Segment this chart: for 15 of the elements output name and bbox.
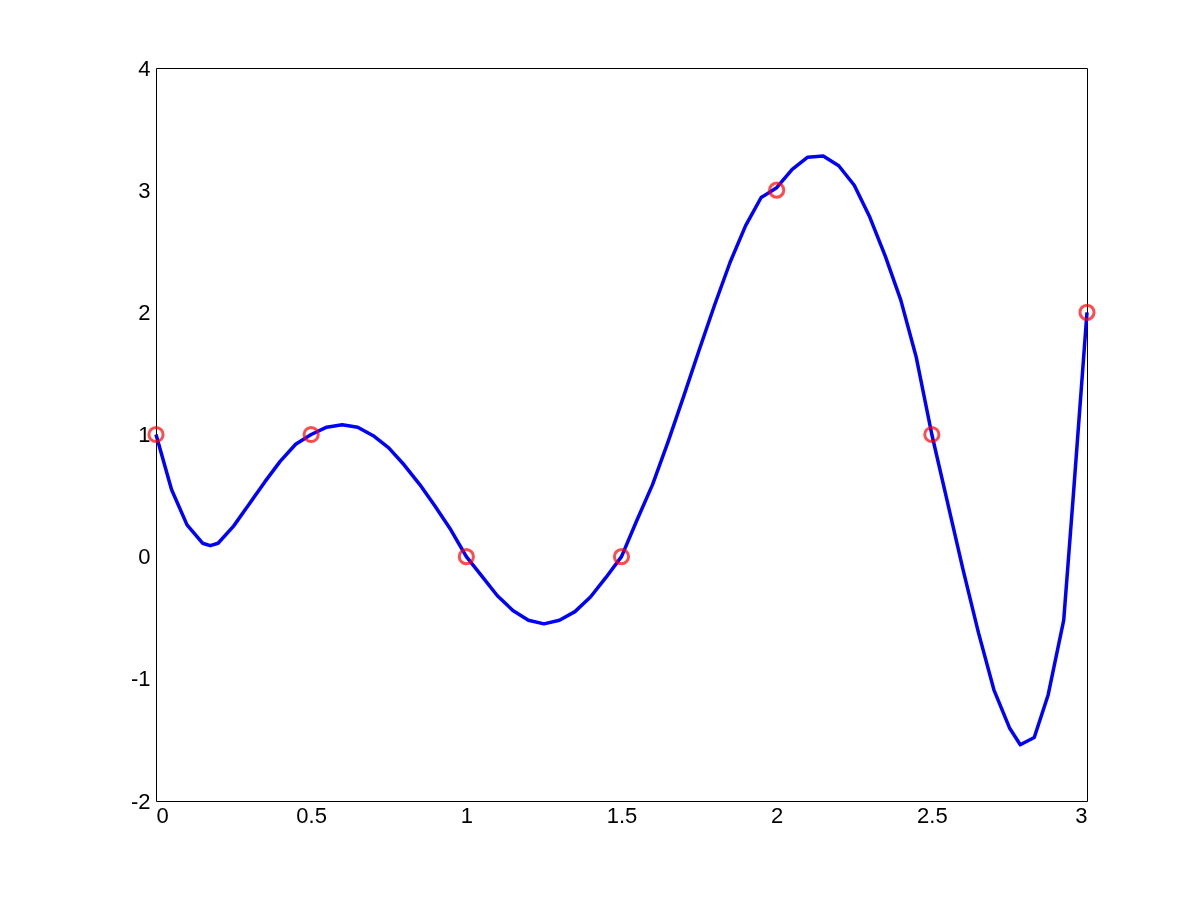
x-tick-label: 2.5 <box>917 802 948 828</box>
line-series <box>154 154 1089 747</box>
y-tick-label: -2 <box>130 788 151 814</box>
y-tick-label: 0 <box>138 544 151 570</box>
x-tick-label: 0 <box>156 802 169 828</box>
x-tick-label: 0.5 <box>296 802 327 828</box>
y-tick-label: 1 <box>138 422 151 447</box>
x-tick-label: 1 <box>460 802 473 828</box>
x-tick-label: 3 <box>1075 802 1088 828</box>
y-tick-label: -1 <box>130 666 151 692</box>
x-tick-label: 2 <box>771 802 784 828</box>
x-tick-label: 1.5 <box>606 802 638 828</box>
y-tick-label: 4 <box>138 55 151 81</box>
y-tick-label: 2 <box>138 299 151 325</box>
y-tick-label: 3 <box>138 177 151 203</box>
